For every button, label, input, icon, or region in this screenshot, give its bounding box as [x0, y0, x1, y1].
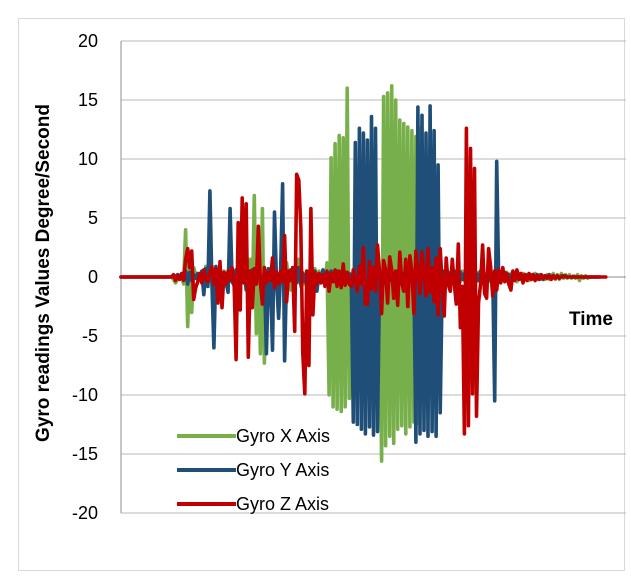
y-tick-label: -20: [72, 503, 98, 523]
y-tick-label: 0: [88, 267, 98, 287]
y-tick-labels: -20 -15 -10 -5 0 5 10 15 20: [72, 31, 98, 523]
legend-label: Gyro Y Axis: [236, 460, 329, 480]
chart-frame: -20 -15 -10 -5 0 5 10 15 20 Gyro readings Values…: [18, 18, 626, 571]
y-tick-label: -15: [72, 444, 98, 464]
y-tick-label: 10: [78, 149, 98, 169]
x-axis-title: Time: [569, 309, 613, 330]
y-tick-label: 5: [88, 208, 98, 228]
series-lines: [119, 84, 608, 463]
series-line-3: [119, 126, 608, 436]
legend: Gyro X Axis Gyro Y Axis Gyro Z Axis: [177, 426, 330, 514]
y-tick-label: 15: [78, 90, 98, 110]
y-tick-label: -5: [82, 326, 98, 346]
line-chart: -20 -15 -10 -5 0 5 10 15 20 Gyro readings Values…: [33, 31, 626, 523]
legend-label: Gyro X Axis: [236, 426, 330, 446]
y-tick-label: 20: [78, 31, 98, 51]
y-axis-title: Gyro readings Values Degree/Second: [33, 104, 54, 442]
legend-label: Gyro Z Axis: [236, 494, 329, 514]
y-tick-label: -10: [72, 385, 98, 405]
